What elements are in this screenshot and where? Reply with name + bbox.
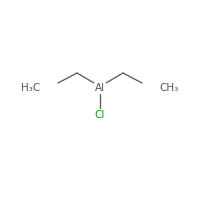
Text: Al: Al [95, 83, 105, 93]
Text: Cl: Cl [95, 110, 105, 120]
Text: CH₃: CH₃ [159, 83, 179, 93]
Text: H₃C: H₃C [21, 83, 41, 93]
